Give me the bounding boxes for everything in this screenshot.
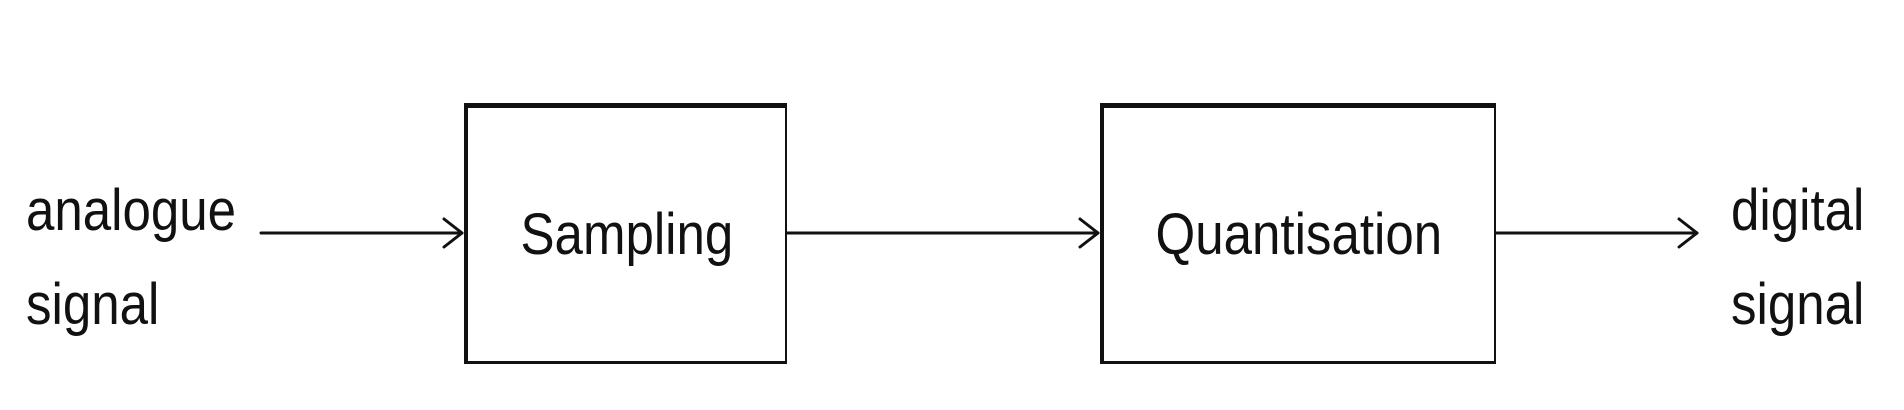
output-label-line2: signal — [1731, 272, 1865, 337]
sampling-block: Sampling — [464, 103, 787, 364]
output-label: digital signal — [1731, 164, 1864, 352]
input-label: analogue signal — [26, 164, 236, 352]
quantisation-block: Quantisation — [1100, 103, 1496, 364]
quantisation-label: Quantisation — [1155, 201, 1443, 267]
input-label-line2: signal — [26, 272, 160, 337]
sampling-label: Sampling — [520, 201, 733, 267]
input-arrowhead — [442, 217, 464, 249]
output-arrowhead — [1677, 217, 1699, 249]
middle-arrowhead — [1078, 217, 1100, 249]
input-label-line1: analogue — [26, 178, 237, 243]
output-label-line1: digital — [1731, 178, 1865, 243]
